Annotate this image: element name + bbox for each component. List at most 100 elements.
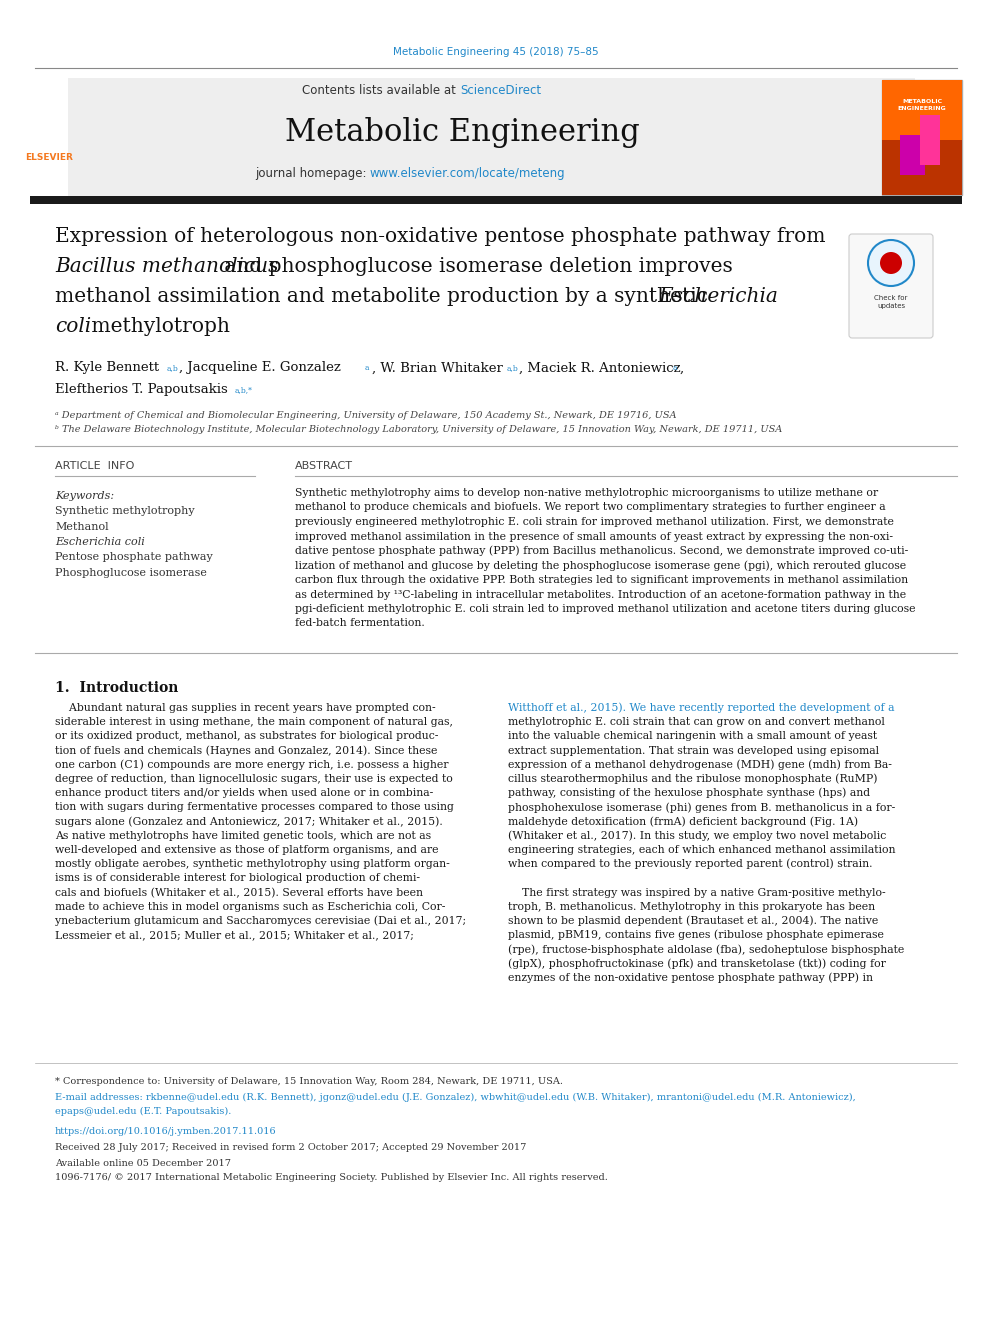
Text: Methanol: Methanol xyxy=(55,521,109,532)
Text: siderable interest in using methane, the main component of natural gas,: siderable interest in using methane, the… xyxy=(55,717,453,728)
Text: Pentose phosphate pathway: Pentose phosphate pathway xyxy=(55,553,212,562)
Text: , W. Brian Whitaker: , W. Brian Whitaker xyxy=(372,361,503,374)
FancyBboxPatch shape xyxy=(849,234,933,337)
Text: extract supplementation. That strain was developed using episomal: extract supplementation. That strain was… xyxy=(508,746,879,755)
Text: Eleftherios T. Papoutsakis: Eleftherios T. Papoutsakis xyxy=(55,384,228,397)
Text: expression of a methanol dehydrogenase (MDH) gene (mdh) from Ba-: expression of a methanol dehydrogenase (… xyxy=(508,759,892,770)
Text: METABOLIC
ENGINEERING: METABOLIC ENGINEERING xyxy=(898,99,946,111)
Text: tion of fuels and chemicals (Haynes and Gonzalez, 2014). Since these: tion of fuels and chemicals (Haynes and … xyxy=(55,745,437,755)
Text: The first strategy was inspired by a native Gram-positive methylo-: The first strategy was inspired by a nat… xyxy=(508,888,886,897)
Text: (glpX), phosphofructokinase (pfk) and transketolase (tkt)) coding for: (glpX), phosphofructokinase (pfk) and tr… xyxy=(508,958,886,968)
Text: degree of reduction, than lignocellulosic sugars, their use is expected to: degree of reduction, than lignocellulosi… xyxy=(55,774,452,785)
Text: Bacillus methanolicus: Bacillus methanolicus xyxy=(55,258,279,277)
Text: Expression of heterologous non-oxidative pentose phosphate pathway from: Expression of heterologous non-oxidative… xyxy=(55,228,825,246)
Text: methylotroph: methylotroph xyxy=(85,318,230,336)
Text: made to achieve this in model organisms such as Escherichia coli, Cor-: made to achieve this in model organisms … xyxy=(55,902,445,912)
Text: cals and biofuels (Whitaker et al., 2015). Several efforts have been: cals and biofuels (Whitaker et al., 2015… xyxy=(55,888,423,898)
Text: lization of methanol and glucose by deleting the phosphoglucose isomerase gene (: lization of methanol and glucose by dele… xyxy=(295,560,906,570)
Text: , Jacqueline E. Gonzalez: , Jacqueline E. Gonzalez xyxy=(179,361,341,374)
Text: a,b: a,b xyxy=(167,364,179,372)
Text: Check for
updates: Check for updates xyxy=(874,295,908,308)
Text: well-developed and extensive as those of platform organisms, and are: well-developed and extensive as those of… xyxy=(55,845,438,855)
Text: enzymes of the non-oxidative pentose phosphate pathway (PPP) in: enzymes of the non-oxidative pentose pho… xyxy=(508,972,873,983)
Text: Available online 05 December 2017: Available online 05 December 2017 xyxy=(55,1159,231,1167)
Text: sugars alone (Gonzalez and Antoniewicz, 2017; Whitaker et al., 2015).: sugars alone (Gonzalez and Antoniewicz, … xyxy=(55,816,442,827)
Text: dative pentose phosphate pathway (PPP) from Bacillus methanolicus. Second, we de: dative pentose phosphate pathway (PPP) f… xyxy=(295,545,909,556)
Text: a,b,*: a,b,* xyxy=(235,386,253,394)
Text: * Correspondence to: University of Delaware, 15 Innovation Way, Room 284, Newark: * Correspondence to: University of Delaw… xyxy=(55,1077,563,1086)
Text: a: a xyxy=(365,364,369,372)
Text: improved methanol assimilation in the presence of small amounts of yeast extract: improved methanol assimilation in the pr… xyxy=(295,532,893,541)
Text: Abundant natural gas supplies in recent years have prompted con-: Abundant natural gas supplies in recent … xyxy=(55,703,435,713)
Text: journal homepage:: journal homepage: xyxy=(255,168,370,180)
Bar xyxy=(30,196,962,204)
Text: Received 28 July 2017; Received in revised form 2 October 2017; Accepted 29 Nove: Received 28 July 2017; Received in revis… xyxy=(55,1143,527,1152)
Text: R. Kyle Bennett: R. Kyle Bennett xyxy=(55,361,159,374)
Text: previously engineered methylotrophic E. coli strain for improved methanol utiliz: previously engineered methylotrophic E. … xyxy=(295,517,894,527)
Text: ,: , xyxy=(680,361,684,374)
Bar xyxy=(882,79,962,194)
Bar xyxy=(920,115,940,165)
Text: enhance product titers and/or yields when used alone or in combina-: enhance product titers and/or yields whe… xyxy=(55,789,434,798)
Text: carbon flux through the oxidative PPP. Both strategies led to significant improv: carbon flux through the oxidative PPP. B… xyxy=(295,576,908,585)
Text: 1.  Introduction: 1. Introduction xyxy=(55,681,179,695)
Text: https://doi.org/10.1016/j.ymben.2017.11.016: https://doi.org/10.1016/j.ymben.2017.11.… xyxy=(55,1126,277,1135)
Text: As native methylotrophs have limited genetic tools, which are not as: As native methylotrophs have limited gen… xyxy=(55,831,432,841)
Bar xyxy=(65,78,915,198)
Circle shape xyxy=(868,239,914,286)
Text: www.elsevier.com/locate/meteng: www.elsevier.com/locate/meteng xyxy=(370,168,565,180)
Text: and phosphoglucose isomerase deletion improves: and phosphoglucose isomerase deletion im… xyxy=(218,258,733,277)
Text: maldehyde detoxification (frmA) deficient background (Fig. 1A): maldehyde detoxification (frmA) deficien… xyxy=(508,816,858,827)
Text: pathway, consisting of the hexulose phosphate synthase (hps) and: pathway, consisting of the hexulose phos… xyxy=(508,789,870,799)
Text: fed-batch fermentation.: fed-batch fermentation. xyxy=(295,618,425,628)
Text: ELSEVIER: ELSEVIER xyxy=(25,153,73,163)
Text: coli: coli xyxy=(55,318,91,336)
Text: plasmid, pBM19, contains five genes (ribulose phosphate epimerase: plasmid, pBM19, contains five genes (rib… xyxy=(508,930,884,941)
Text: or its oxidized product, methanol, as substrates for biological produc-: or its oxidized product, methanol, as su… xyxy=(55,732,438,741)
Text: as determined by ¹³C-labeling in intracellular metabolites. Introduction of an a: as determined by ¹³C-labeling in intrace… xyxy=(295,590,906,599)
Text: Phosphoglucose isomerase: Phosphoglucose isomerase xyxy=(55,568,207,578)
Text: methanol assimilation and metabolite production by a synthetic: methanol assimilation and metabolite pro… xyxy=(55,287,714,307)
Text: E-mail addresses: rkbenne@udel.edu (R.K. Bennett), jgonz@udel.edu (J.E. Gonzalez: E-mail addresses: rkbenne@udel.edu (R.K.… xyxy=(55,1093,856,1102)
Text: ᵃ Department of Chemical and Biomolecular Engineering, University of Delaware, 1: ᵃ Department of Chemical and Biomolecula… xyxy=(55,410,677,419)
Circle shape xyxy=(880,251,902,274)
Text: Metabolic Engineering: Metabolic Engineering xyxy=(285,116,640,147)
Bar xyxy=(900,135,925,175)
Text: ynebacterium glutamicum and Saccharomyces cerevisiae (Dai et al., 2017;: ynebacterium glutamicum and Saccharomyce… xyxy=(55,916,466,926)
Text: 1096-7176/ © 2017 International Metabolic Engineering Society. Published by Else: 1096-7176/ © 2017 International Metaboli… xyxy=(55,1174,608,1183)
Text: shown to be plasmid dependent (Brautaset et al., 2004). The native: shown to be plasmid dependent (Brautaset… xyxy=(508,916,878,926)
Text: cillus stearothermophilus and the ribulose monophosphate (RuMP): cillus stearothermophilus and the ribulo… xyxy=(508,774,878,785)
Text: Escherichia: Escherichia xyxy=(658,287,778,307)
Text: ARTICLE  INFO: ARTICLE INFO xyxy=(55,460,134,471)
Text: isms is of considerable interest for biological production of chemi-: isms is of considerable interest for bio… xyxy=(55,873,420,884)
Text: one carbon (C1) compounds are more energy rich, i.e. possess a higher: one carbon (C1) compounds are more energ… xyxy=(55,759,448,770)
Text: Contents lists available at: Contents lists available at xyxy=(303,83,460,97)
Text: Lessmeier et al., 2015; Muller et al., 2015; Whitaker et al., 2017;: Lessmeier et al., 2015; Muller et al., 2… xyxy=(55,930,414,941)
Text: mostly obligate aerobes, synthetic methylotrophy using platform organ-: mostly obligate aerobes, synthetic methy… xyxy=(55,859,449,869)
Text: epaps@udel.edu (E.T. Papoutsakis).: epaps@udel.edu (E.T. Papoutsakis). xyxy=(55,1106,231,1115)
Text: ABSTRACT: ABSTRACT xyxy=(295,460,353,471)
Text: Synthetic methylotrophy aims to develop non-native methylotrophic microorganisms: Synthetic methylotrophy aims to develop … xyxy=(295,488,878,497)
Text: ᵇ The Delaware Biotechnology Institute, Molecular Biotechnology Laboratory, Univ: ᵇ The Delaware Biotechnology Institute, … xyxy=(55,426,783,434)
Text: phosphohexulose isomerase (phi) genes from B. methanolicus in a for-: phosphohexulose isomerase (phi) genes fr… xyxy=(508,802,895,812)
Text: (rpe), fructose-bisphosphate aldolase (fba), sedoheptulose bisphosphate: (rpe), fructose-bisphosphate aldolase (f… xyxy=(508,945,905,955)
Text: (Whitaker et al., 2017). In this study, we employ two novel metabolic: (Whitaker et al., 2017). In this study, … xyxy=(508,831,886,841)
Text: Metabolic Engineering 45 (2018) 75–85: Metabolic Engineering 45 (2018) 75–85 xyxy=(393,48,599,57)
Text: Synthetic methylotrophy: Synthetic methylotrophy xyxy=(55,505,194,516)
Text: when compared to the previously reported parent (control) strain.: when compared to the previously reported… xyxy=(508,859,873,869)
Text: into the valuable chemical naringenin with a small amount of yeast: into the valuable chemical naringenin wi… xyxy=(508,732,877,741)
Text: engineering strategies, each of which enhanced methanol assimilation: engineering strategies, each of which en… xyxy=(508,845,896,855)
Text: ScienceDirect: ScienceDirect xyxy=(460,83,541,97)
Text: pgi-deficient methylotrophic E. coli strain led to improved methanol utilization: pgi-deficient methylotrophic E. coli str… xyxy=(295,605,916,614)
Text: methylotrophic E. coli strain that can grow on and convert methanol: methylotrophic E. coli strain that can g… xyxy=(508,717,885,728)
Text: a,b: a,b xyxy=(507,364,519,372)
Text: troph, B. methanolicus. Methylotrophy in this prokaryote has been: troph, B. methanolicus. Methylotrophy in… xyxy=(508,902,875,912)
Bar xyxy=(30,78,68,198)
Text: Witthoff et al., 2015). We have recently reported the development of a: Witthoff et al., 2015). We have recently… xyxy=(508,703,895,713)
Text: , Maciek R. Antoniewicz: , Maciek R. Antoniewicz xyxy=(519,361,681,374)
Text: a: a xyxy=(673,364,678,372)
Text: methanol to produce chemicals and biofuels. We report two complimentary strategi: methanol to produce chemicals and biofue… xyxy=(295,503,886,512)
Text: Escherichia coli: Escherichia coli xyxy=(55,537,145,546)
Text: Keywords:: Keywords: xyxy=(55,491,114,501)
Bar xyxy=(882,140,962,194)
